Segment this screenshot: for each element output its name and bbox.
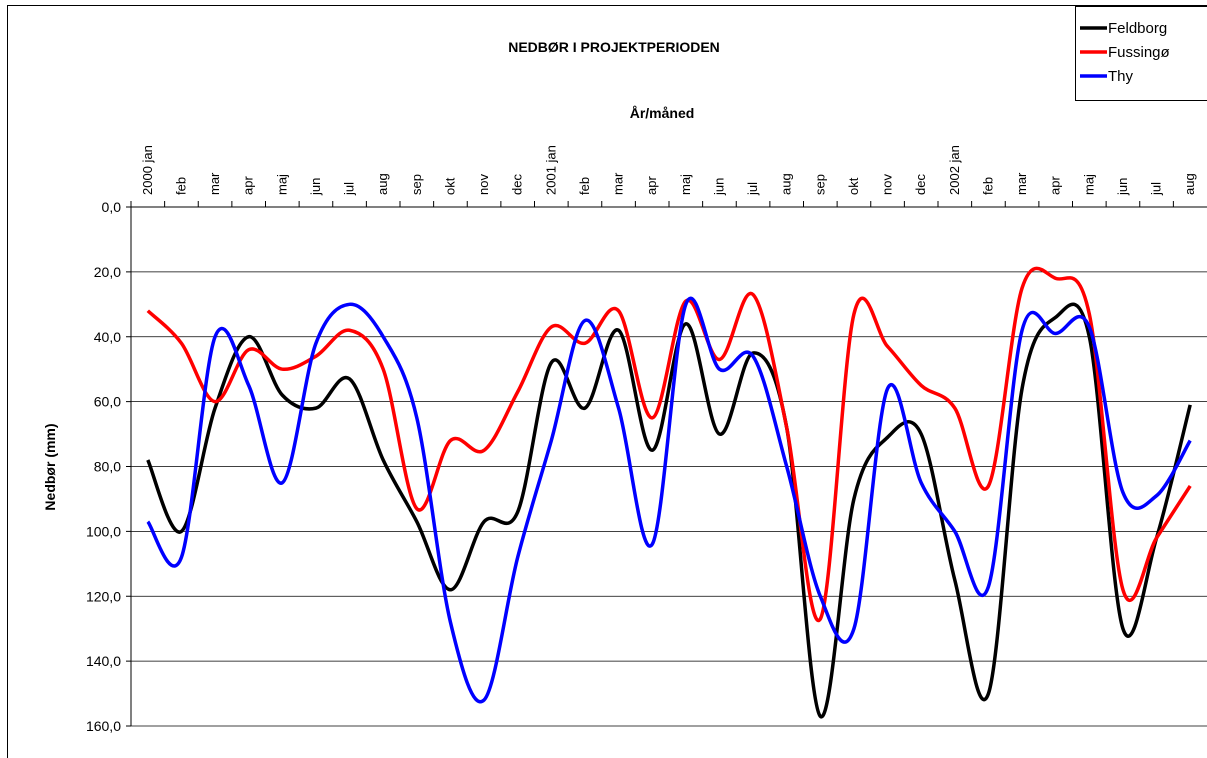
y-axis-title: Nedbør (mm)	[42, 423, 58, 510]
y-tick-label: 100,0	[86, 523, 121, 539]
x-axis-title: År/måned	[630, 105, 695, 121]
x-tick-label: dec	[913, 174, 928, 195]
x-tick-label: maj	[1081, 174, 1096, 195]
x-tick-label: feb	[577, 177, 592, 195]
y-tick-label: 40,0	[94, 329, 121, 345]
x-tick-label: okt	[846, 177, 861, 195]
x-tick-label: aug	[375, 173, 390, 195]
x-tick-label: mar	[611, 172, 626, 195]
y-tick-label: 0,0	[102, 199, 122, 215]
x-tick-label: sep	[812, 174, 827, 195]
chart-title: NEDBØR I PROJEKTPERIODEN	[508, 39, 720, 55]
x-tick-label: apr	[241, 176, 256, 195]
x-tick-label: maj	[678, 174, 693, 195]
x-tick-label: dec	[510, 174, 525, 195]
chart-border	[7, 5, 1207, 758]
y-tick-label: 160,0	[86, 718, 121, 734]
x-tick-label: jul	[1149, 182, 1164, 196]
x-tick-label: nov	[476, 174, 491, 195]
legend-label: Thy	[1108, 68, 1134, 85]
x-tick-label: feb	[980, 177, 995, 195]
x-tick-label: jun	[308, 178, 323, 196]
x-tick-label: sep	[409, 174, 424, 195]
y-tick-label: 60,0	[94, 394, 121, 410]
x-tick-label: 2002 jan	[947, 145, 962, 195]
line	[146, 302, 1192, 719]
x-tick-label: mar	[207, 172, 222, 195]
x-tick-label: jul	[342, 182, 357, 196]
x-tick-label: aug	[779, 173, 794, 195]
x-tick-label: jul	[745, 182, 760, 196]
x-tick-label: feb	[173, 177, 188, 195]
x-tick-label: apr	[1048, 176, 1063, 195]
line	[146, 296, 1192, 704]
x-tick-label: mar	[1014, 172, 1029, 195]
x-tick-label: aug	[1182, 173, 1197, 195]
y-tick-label: 80,0	[94, 459, 121, 475]
x-tick-label: nov	[880, 174, 895, 195]
y-tick-label: 140,0	[86, 653, 121, 669]
y-tick-label: 20,0	[94, 264, 121, 280]
x-tick-label: jun	[1115, 178, 1130, 196]
legend-label: Fussingø	[1108, 44, 1170, 61]
x-tick-label: okt	[442, 177, 457, 195]
line	[146, 266, 1192, 623]
x-tick-label: 2000 jan	[140, 145, 155, 195]
x-tick-label: maj	[274, 174, 289, 195]
y-tick-label: 120,0	[86, 588, 121, 604]
x-tick-label: apr	[644, 176, 659, 195]
legend-label: Feldborg	[1108, 20, 1167, 37]
x-tick-label: jun	[711, 178, 726, 196]
x-tick-label: 2001 jan	[543, 145, 558, 195]
